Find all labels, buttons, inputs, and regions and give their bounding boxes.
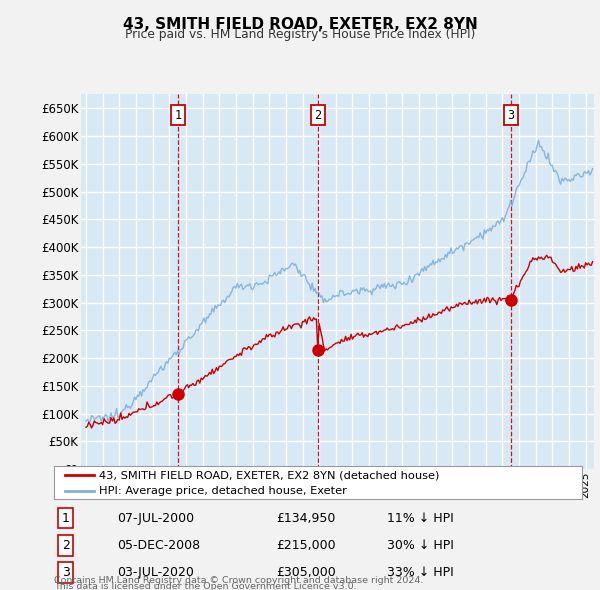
Text: £134,950: £134,950 [276,512,335,525]
Text: 2: 2 [62,539,70,552]
Text: 1: 1 [175,109,181,122]
Text: 03-JUL-2020: 03-JUL-2020 [118,566,194,579]
Text: 43, SMITH FIELD ROAD, EXETER, EX2 8YN: 43, SMITH FIELD ROAD, EXETER, EX2 8YN [122,17,478,31]
Text: Price paid vs. HM Land Registry's House Price Index (HPI): Price paid vs. HM Land Registry's House … [125,28,475,41]
Text: 07-JUL-2000: 07-JUL-2000 [118,512,194,525]
Text: 1: 1 [62,512,70,525]
Text: Contains HM Land Registry data © Crown copyright and database right 2024.: Contains HM Land Registry data © Crown c… [54,576,424,585]
Text: 11% ↓ HPI: 11% ↓ HPI [386,512,454,525]
Text: This data is licensed under the Open Government Licence v3.0.: This data is licensed under the Open Gov… [54,582,356,590]
Text: 3: 3 [62,566,70,579]
Text: HPI: Average price, detached house, Exeter: HPI: Average price, detached house, Exet… [99,486,347,496]
Text: £215,000: £215,000 [276,539,335,552]
Text: 33% ↓ HPI: 33% ↓ HPI [386,566,454,579]
Text: 2: 2 [314,109,322,122]
Text: 43, SMITH FIELD ROAD, EXETER, EX2 8YN (detached house): 43, SMITH FIELD ROAD, EXETER, EX2 8YN (d… [99,470,439,480]
Text: 3: 3 [507,109,514,122]
Text: 30% ↓ HPI: 30% ↓ HPI [386,539,454,552]
Text: £305,000: £305,000 [276,566,335,579]
Text: 05-DEC-2008: 05-DEC-2008 [118,539,200,552]
